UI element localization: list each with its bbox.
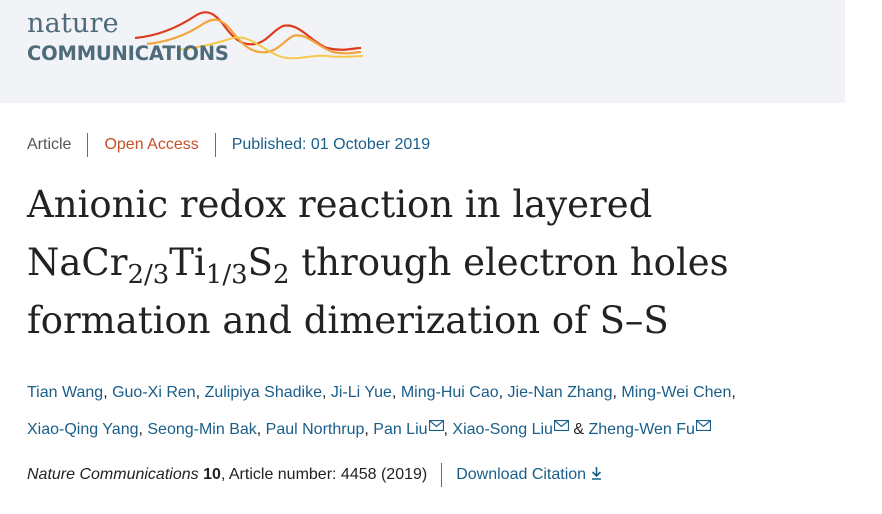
title-line-2-rest: through electron holes (289, 241, 729, 284)
citation-divider (441, 463, 443, 487)
author-link[interactable]: Xiao-Qing Yang (27, 421, 139, 438)
logo-nature-text: nature (27, 8, 119, 39)
author-separator: , (256, 421, 266, 438)
article-title: Anionic redox reaction in layered NaCr2/… (27, 176, 847, 350)
author-separator: , (103, 384, 113, 401)
title-line-1: Anionic redox reaction in layered (27, 183, 653, 226)
formula-subscript: 2/3 (127, 260, 170, 290)
open-access-label: Open Access (104, 136, 199, 153)
author-link[interactable]: Ji-Li Yue (330, 384, 392, 401)
journal-name: Nature Communications (27, 466, 199, 483)
download-citation-label: Download Citation (456, 466, 587, 483)
published-date[interactable]: Published: 01 October 2019 (231, 136, 431, 153)
title-line-3: formation and dimerization of S–S (27, 299, 669, 342)
envelope-icon[interactable] (553, 410, 570, 444)
formula-subscript: 1/3 (205, 260, 248, 290)
author-separator: , (364, 421, 374, 438)
logo-wave-graphic (134, 11, 364, 60)
envelope-icon[interactable] (695, 410, 712, 444)
author-list: Tian Wang, Guo-Xi Ren, Zulipiya Shadike,… (27, 376, 847, 447)
author-link[interactable]: Jie-Nan Zhang (507, 384, 613, 401)
meta-divider (87, 133, 89, 157)
author-link[interactable]: Pan Liu (373, 421, 428, 438)
author-link[interactable]: Zheng-Wen Fu (588, 421, 695, 438)
download-arrow-icon (592, 467, 602, 480)
formula-part: NaCr (27, 241, 128, 284)
author-link[interactable]: Zulipiya Shadike (204, 384, 322, 401)
formula-part: Ti (169, 241, 206, 284)
article-type: Article (27, 136, 72, 153)
article-number: , Article number: 4458 (2019) (220, 466, 428, 483)
envelope-icon[interactable] (428, 410, 444, 444)
author-separator: , (612, 384, 622, 401)
author-link[interactable]: Seong-Min Bak (147, 421, 257, 438)
logo-communications-text: COMMUNICATIONS (27, 42, 229, 65)
author-link[interactable]: Xiao-Song Liu (452, 421, 553, 438)
author-separator: , (391, 384, 401, 401)
download-citation-link[interactable]: Download Citation (456, 466, 602, 484)
masthead: nature COMMUNICATIONS (0, 0, 845, 103)
citation-row: Nature Communications 10, Article number… (27, 463, 602, 487)
author-link[interactable]: Paul Northrup (265, 421, 365, 438)
journal-logo[interactable]: nature COMMUNICATIONS (27, 8, 367, 72)
author-separator: & (568, 421, 589, 438)
author-link[interactable]: Tian Wang (27, 384, 104, 401)
citation-text: Nature Communications 10, Article number… (27, 466, 427, 484)
volume-number: 10 (203, 466, 221, 483)
author-separator: , (138, 421, 148, 438)
author-separator: , (498, 384, 508, 401)
title-formula: NaCr2/3Ti1/3S2 (27, 241, 290, 288)
author-link[interactable]: Ming-Hui Cao (400, 384, 499, 401)
author-link[interactable]: Guo-Xi Ren (112, 384, 196, 401)
author-separator: , (195, 384, 205, 401)
author-separator: , (731, 384, 741, 401)
formula-part: S (247, 241, 273, 284)
meta-divider (214, 133, 216, 157)
formula-subscript: 2 (273, 260, 290, 290)
author-link[interactable]: Ming-Wei Chen (621, 384, 732, 401)
author-separator: , (443, 421, 453, 438)
article-meta: Article Open Access Published: 01 Octobe… (27, 133, 431, 157)
author-separator: , (321, 384, 331, 401)
